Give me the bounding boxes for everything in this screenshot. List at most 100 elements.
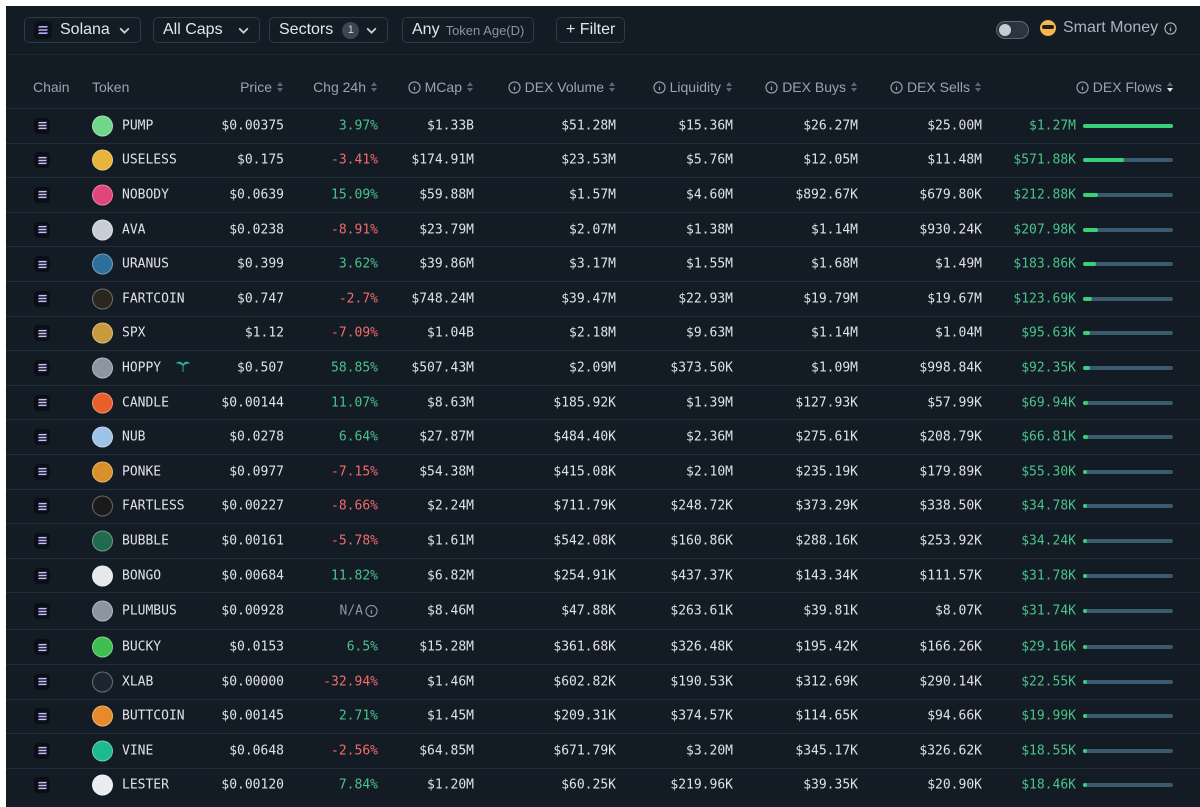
table-row[interactable]: PONKE $0.0977 -7.15% $54.38M $415.08K $2.10M $… (6, 453, 1200, 489)
avatar-icon (92, 774, 113, 796)
token-name[interactable]: NUB (122, 429, 146, 445)
col-liquidity[interactable]: Liquidity (616, 79, 733, 95)
token-name[interactable]: USELESS (122, 152, 177, 168)
cell-price: $0.00227 (221, 498, 284, 514)
cell-volume: $3.17M (569, 256, 616, 272)
cell-flows: $34.24K (1021, 533, 1076, 549)
cell-chg: -32.94% (323, 674, 378, 690)
token-name[interactable]: BONGO (122, 568, 162, 584)
table-row[interactable]: BUBBLE $0.00161 -5.78% $1.61M $542.08K $160.8… (6, 523, 1200, 558)
cell-liquidity: $15.36M (678, 118, 733, 134)
table-row[interactable]: CANDLE $0.00144 11.07% $8.63M $185.92K $1.39M… (6, 384, 1200, 420)
flow-bar (1083, 262, 1173, 267)
token-name[interactable]: CANDLE (122, 395, 169, 411)
flow-bar (1083, 400, 1173, 405)
sort-icon (975, 82, 981, 92)
add-filter-button[interactable]: + Filter (556, 17, 626, 43)
cell-flows: $69.94K (1021, 395, 1076, 411)
table-row[interactable]: BUTTCOIN $0.00145 2.71% $1.45M $209.31K $374.… (6, 698, 1200, 734)
sectors-select[interactable]: Sectors 1 (269, 17, 389, 43)
solana-chain-icon (34, 221, 50, 238)
table-row[interactable]: BONGO $0.00684 11.82% $6.82M $254.91K $437.37… (6, 557, 1200, 593)
col-price[interactable]: Price (186, 79, 284, 95)
flow-bar-fill (1083, 331, 1090, 336)
token-name[interactable]: NOBODY (122, 187, 169, 203)
chain-select[interactable]: Solana (24, 17, 141, 43)
cell-chg: 6.5% (346, 639, 378, 655)
col-mcap[interactable]: MCap (378, 79, 474, 95)
token-name[interactable]: HOPPY (122, 360, 162, 376)
smart-money-toggle[interactable] (996, 21, 1029, 39)
solana-chain-icon (34, 117, 50, 134)
table-row[interactable]: XLAB $0.00000 -32.94% $1.46M $602.82K $190.53… (6, 663, 1200, 699)
col-chg-24h[interactable]: Chg 24h (284, 79, 378, 95)
token-name[interactable]: PLUMBUS (122, 603, 177, 619)
solana-chain-icon (34, 742, 50, 759)
token-name[interactable]: XLAB (122, 674, 154, 690)
cell-buys: $312.69K (795, 674, 858, 690)
col-dex-flows[interactable]: DEX Flows (1036, 79, 1174, 95)
table-row[interactable]: SPX $1.12 -7.09% $1.04B $2.18M $9.63M $1.14M $1… (6, 315, 1200, 351)
cell-sells: $25.00M (927, 118, 982, 134)
cell-chg: 11.82% (331, 568, 378, 584)
flow-bar (1083, 783, 1173, 788)
info-icon[interactable] (1164, 21, 1177, 35)
solana-chain-icon (34, 429, 50, 446)
face-icon (92, 184, 113, 206)
col-dex-sells[interactable]: DEX Sells (858, 79, 982, 95)
table-row[interactable]: PLUMBUS $0.00928 N/A $8.46M $47.88K $263.61K $… (6, 592, 1200, 629)
table-row[interactable]: LESTER $0.00120 7.84% $1.20M $60.25K $219.96K… (6, 767, 1200, 803)
flow-bar-fill (1083, 469, 1087, 474)
table-row[interactable]: PUMP $0.00375 3.97% $1.33B $51.28M $15.36M $26… (6, 108, 1200, 143)
token-name[interactable]: FARTCOIN (122, 291, 185, 307)
table-row[interactable]: FARTCOIN $0.747 -2.7% $748.24M $39.47M $22.93… (6, 280, 1200, 316)
cell-sells: $1.49M (935, 256, 982, 272)
cell-sells: $326.62K (919, 743, 982, 759)
cell-chg: -5.78% (331, 533, 378, 549)
table-row[interactable]: AVA $0.0238 -8.91% $23.79M $2.07M $1.38M $1.14… (6, 211, 1200, 247)
table-row[interactable]: NUB $0.0278 6.64% $27.87M $484.40K $2.36M $275… (6, 419, 1200, 454)
token-age-filter[interactable]: Any Token Age(D) (402, 17, 535, 43)
info-icon (408, 80, 421, 94)
table-row[interactable]: NOBODY $0.0639 15.09% $59.88M $1.57M $4.60M $8… (6, 177, 1200, 212)
flow-bar-fill (1083, 609, 1087, 614)
cell-sells: $94.66K (927, 708, 982, 724)
info-icon[interactable] (365, 605, 378, 618)
cell-mcap: $8.63M (427, 395, 474, 411)
cell-liquidity: $3.20M (686, 743, 733, 759)
col-dex-flows-label: DEX Flows (1092, 79, 1162, 95)
col-dex-buys[interactable]: DEX Buys (733, 79, 858, 95)
token-name[interactable]: PONKE (122, 464, 162, 480)
token-name[interactable]: SPX (122, 325, 146, 341)
token-name[interactable]: BUTTCOIN (122, 708, 185, 724)
cell-flows: $1.27M (1029, 118, 1076, 134)
table-row[interactable]: HOPPY $0.507 58.85% $507.43M $2.09M $373.50K $… (6, 350, 1200, 385)
cell-mcap: $1.04B (427, 325, 474, 341)
col-dex-volume[interactable]: DEX Volume (474, 79, 616, 95)
cell-volume: $60.25K (561, 777, 616, 793)
cell-price: $0.0648 (229, 743, 284, 759)
table-row[interactable]: VINE $0.0648 -2.56% $64.85M $671.79K $3.20M $3… (6, 733, 1200, 768)
cell-sells: $338.50K (919, 498, 982, 514)
token-name[interactable]: VINE (122, 743, 154, 759)
info-icon (890, 80, 903, 94)
cell-mcap: $15.28M (419, 639, 474, 655)
sort-icon (371, 82, 377, 92)
token-name[interactable]: BUBBLE (122, 533, 169, 549)
table-row[interactable]: FARTLESS $0.00227 -8.66% $2.24M $711.79K $248… (6, 488, 1200, 524)
cell-chg: 15.09% (331, 187, 378, 203)
token-name[interactable]: LESTER (122, 777, 169, 793)
table-row[interactable]: USELESS $0.175 -3.41% $174.91M $23.53M $5.76M… (6, 142, 1200, 178)
cell-chg: -2.56% (331, 743, 378, 759)
flow-bar-fill (1083, 227, 1098, 232)
token-name[interactable]: FARTLESS (122, 498, 185, 514)
table-row[interactable]: URANUS $0.399 3.62% $39.86M $3.17M $1.55M $1.6… (6, 246, 1200, 281)
chain-select-label: Solana (60, 21, 110, 38)
caps-select[interactable]: All Caps (153, 17, 260, 43)
token-name[interactable]: AVA (122, 222, 146, 238)
token-name[interactable]: PUMP (122, 118, 154, 134)
token-name[interactable]: URANUS (122, 256, 169, 272)
table-row[interactable]: BUCKY $0.0153 6.5% $15.28M $361.68K $326.48K $… (6, 629, 1200, 664)
cell-buys: $114.65K (795, 708, 858, 724)
token-name[interactable]: BUCKY (122, 639, 162, 655)
